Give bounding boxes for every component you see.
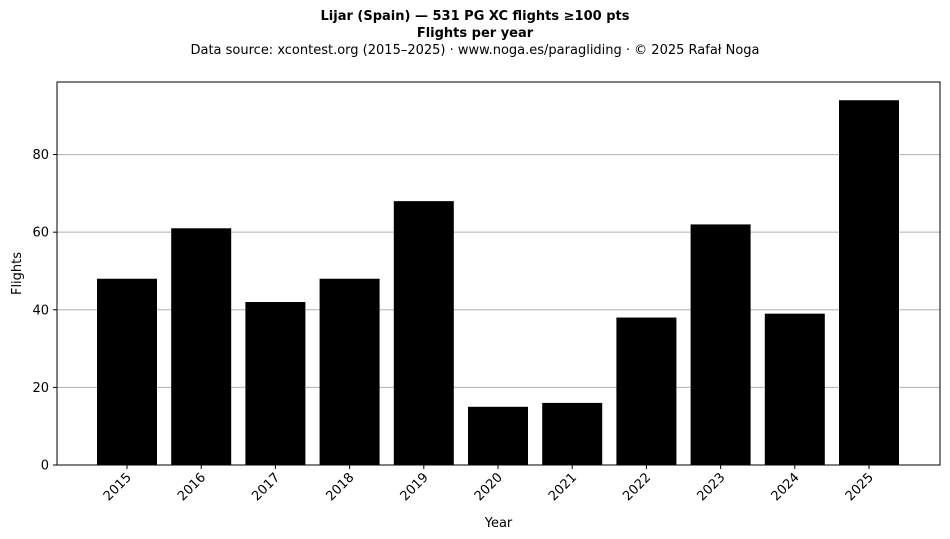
x-axis-label: Year [484, 516, 513, 531]
y-tick-label: 80 [32, 148, 49, 163]
bar-2020 [468, 406, 528, 465]
chart-subtitle: Flights per year [416, 26, 534, 41]
x-tick-label: 2023 [694, 470, 728, 504]
bar-2023 [690, 224, 751, 465]
bar-2016 [171, 228, 232, 465]
x-tick-label: 2021 [546, 470, 580, 504]
bar-2018 [319, 278, 380, 465]
chart-title: Lijar (Spain) — 531 PG XC flights ≥100 p… [320, 9, 630, 24]
x-tick-label: 2025 [843, 470, 877, 504]
x-tick-label: 2020 [472, 470, 506, 504]
x-axis: 2015 2016 2017 2018 2019 2020 2021 2022 2023 2024… [101, 465, 877, 504]
bar-2025 [839, 100, 899, 465]
bar-2021 [542, 402, 603, 465]
y-tick-label: 40 [32, 303, 49, 318]
bar-2022 [616, 317, 677, 465]
y-axis-label: Flights [10, 252, 25, 295]
x-tick-label: 2024 [769, 470, 803, 504]
bar-2024 [764, 313, 825, 465]
x-tick-label: 2019 [398, 470, 432, 504]
bars [97, 100, 899, 465]
y-axis: 0 20 40 60 80 [32, 148, 57, 474]
bar-2017 [245, 302, 306, 465]
x-tick-label: 2016 [175, 470, 209, 504]
chart-source-line: Data source: xcontest.org (2015–2025) · … [190, 43, 760, 58]
y-tick-label: 60 [32, 226, 49, 241]
x-tick-label: 2018 [323, 470, 357, 504]
x-tick-label: 2015 [101, 470, 135, 504]
x-tick-label: 2022 [620, 470, 654, 504]
y-tick-label: 0 [41, 459, 49, 474]
x-tick-label: 2017 [249, 470, 283, 504]
bar-2015 [97, 278, 157, 465]
bar-2019 [393, 201, 454, 465]
y-tick-label: 20 [32, 381, 49, 396]
